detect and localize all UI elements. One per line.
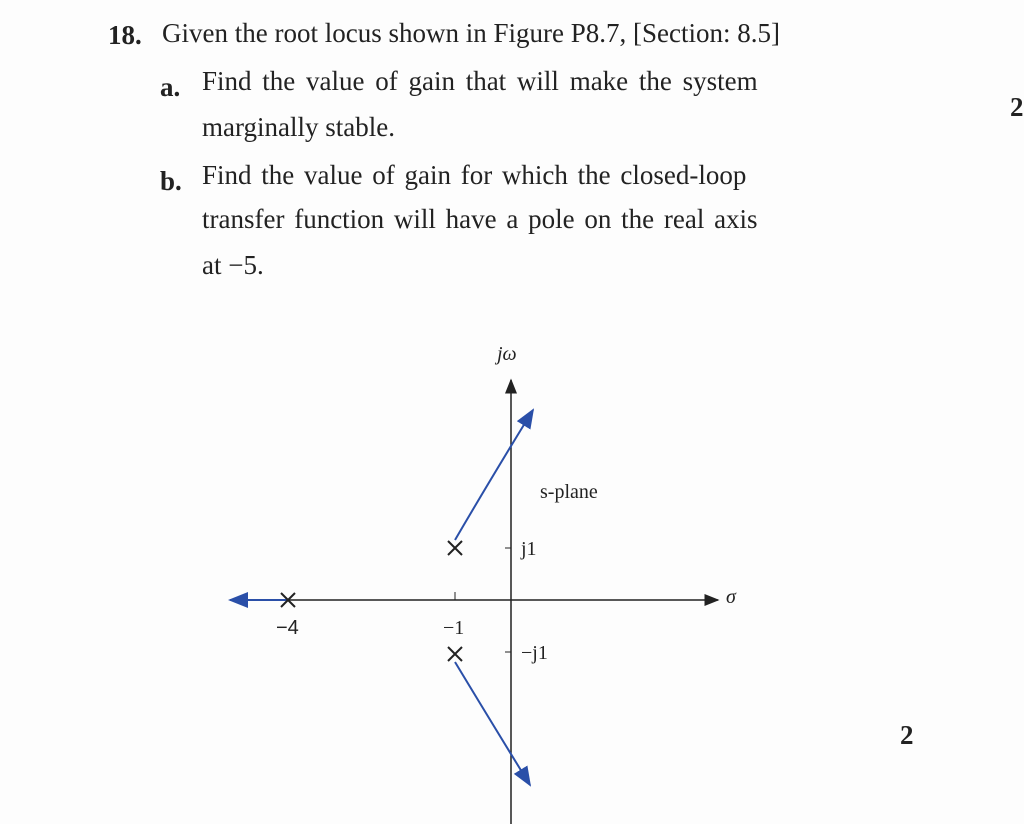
margin-mark: 2 — [1010, 92, 1024, 122]
part-line: at −5. — [202, 250, 264, 280]
locus-branch — [454, 408, 535, 541]
poles — [280, 540, 463, 662]
plane-label: s-plane — [540, 481, 598, 503]
part-line: Find the value of gain for which the clo… — [202, 160, 747, 190]
tick-label: j1 — [520, 538, 537, 560]
margin-mark: 2 — [900, 720, 914, 750]
part-label: b. — [160, 166, 182, 196]
problem-number: 18. — [108, 20, 142, 50]
part-line: transfer function will have a pole on th… — [202, 204, 758, 234]
part-line: marginally stable. — [202, 112, 395, 142]
tick-label: −4 — [276, 617, 299, 639]
axis-label: jω — [494, 343, 517, 365]
problem-text: Given the root locus shown in Figure P8.… — [162, 18, 780, 48]
locus-branch — [454, 661, 532, 787]
axis-label: σ — [726, 586, 737, 608]
part-line: Find the value of gain that will make th… — [202, 66, 758, 96]
tick-label: −j1 — [521, 642, 548, 664]
tick-label: −1 — [443, 617, 464, 639]
part-label: a. — [160, 72, 181, 102]
